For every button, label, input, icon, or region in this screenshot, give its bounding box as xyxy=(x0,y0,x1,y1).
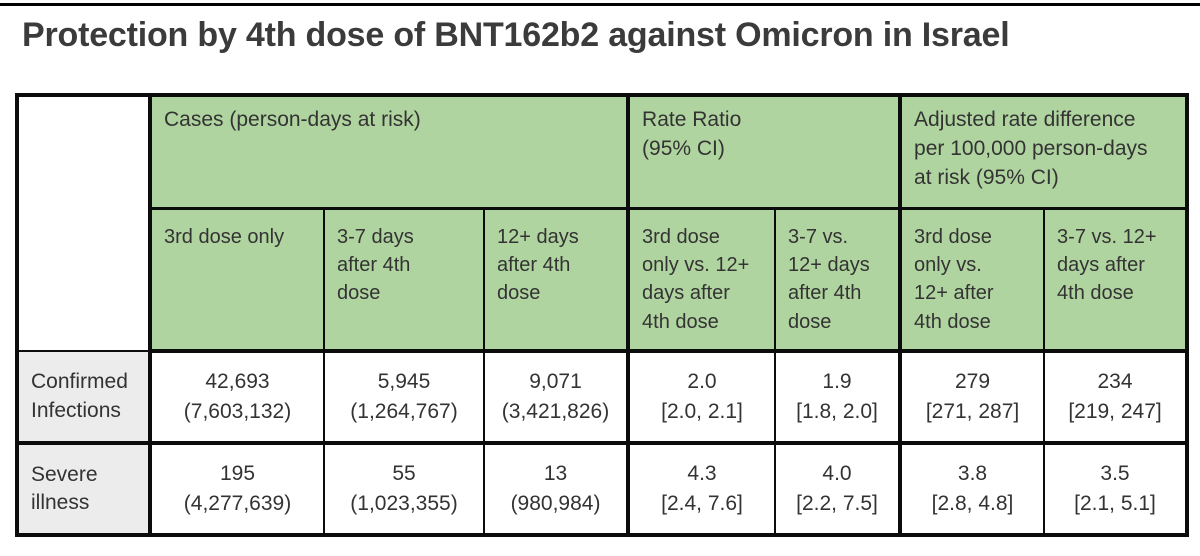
data-cell: 3.8 [2.8, 4.8] xyxy=(898,442,1046,536)
column-header-3-7-vs-12plus: 3-7 vs. 12+ days after 4th dose xyxy=(774,207,902,353)
data-cell: 3.5 [2.1, 5.1] xyxy=(1043,442,1189,536)
group-header-adjusted-rate-difference: Adjusted rate difference per 100,000 per… xyxy=(898,94,1189,210)
row-label-severe-illness: Severe illness xyxy=(16,442,151,536)
data-cell: 13 (980,984) xyxy=(482,442,630,536)
results-table: Cases (person-days at risk) Rate Ratio (… xyxy=(15,93,1190,537)
column-header-3-7-days-after-4th-dose: 3-7 days after 4th dose xyxy=(323,207,485,353)
column-header-3-7-vs-12plus-diff: 3-7 vs. 12+ days after 4th dose xyxy=(1043,207,1189,353)
group-header-row: Cases (person-days at risk) Rate Ratio (… xyxy=(16,94,1189,352)
corner-cell xyxy=(16,94,151,352)
row-label-confirmed-infections: Confirmed Infections xyxy=(16,350,151,445)
group-header-cases: Cases (person-days at risk) xyxy=(147,94,630,210)
page-title: Protection by 4th dose of BNT162b2 again… xyxy=(22,16,1010,54)
column-header-3rd-vs-12plus: 3rd dose only vs. 12+ days after 4th dos… xyxy=(626,207,777,353)
column-header-3rd-dose-only: 3rd dose only xyxy=(148,207,325,353)
data-cell: 42,693 (7,603,132) xyxy=(148,350,325,445)
table-row-severe-illness: Severe illness 195 (4,277,639) 55 (1,023… xyxy=(16,442,1189,536)
column-header-row: 3rd dose only 3-7 days after 4th dose 12… xyxy=(17,207,1189,353)
data-cell: 2.0 [2.0, 2.1] xyxy=(626,350,777,445)
data-cell: 1.9 [1.8, 2.0] xyxy=(774,350,902,445)
group-header-rate-ratio: Rate Ratio (95% CI) xyxy=(626,94,902,210)
column-header-3rd-vs-12plus-diff: 3rd dose only vs. 12+ after 4th dose xyxy=(898,207,1046,353)
data-cell: 279 [271, 287] xyxy=(898,350,1046,445)
data-cell: 4.0 [2.2, 7.5] xyxy=(774,442,902,536)
data-cell: 9,071 (3,421,826) xyxy=(482,350,630,445)
data-cell: 4.3 [2.4, 7.6] xyxy=(626,442,777,536)
table-row-confirmed-infections: Confirmed Infections 42,693 (7,603,132) … xyxy=(16,350,1189,445)
data-cell: 195 (4,277,639) xyxy=(148,442,325,536)
data-cell: 55 (1,023,355) xyxy=(323,442,485,536)
data-cell: 234 [219, 247] xyxy=(1043,350,1189,445)
top-divider-line xyxy=(0,3,1200,6)
column-header-12plus-days-after-4th-dose: 12+ days after 4th dose xyxy=(482,207,630,353)
data-cell: 5,945 (1,264,767) xyxy=(323,350,485,445)
